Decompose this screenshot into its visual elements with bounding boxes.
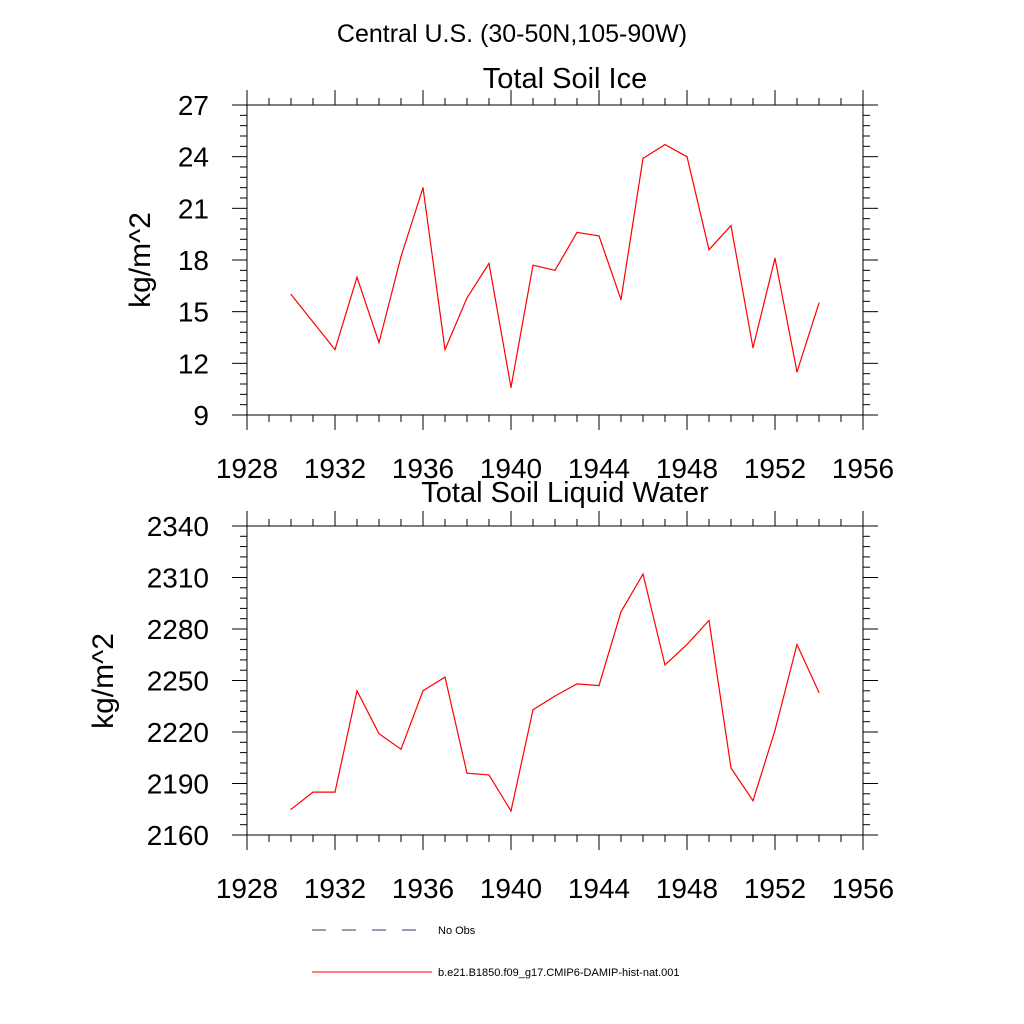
data-point	[466, 772, 468, 774]
legend-item: b.e21.B1850.f09_g17.CMIP6-DAMIP-hist-nat…	[312, 967, 680, 979]
data-point	[598, 235, 600, 237]
x-tick-label: 1952	[744, 453, 806, 484]
data-point	[510, 386, 512, 389]
legend-label: b.e21.B1850.f09_g17.CMIP6-DAMIP-hist-nat…	[438, 967, 680, 979]
plots: Total Soil Ice kg/m^2 9 12 15 18 21 24 27 1928 193…	[87, 63, 894, 904]
data-point	[774, 729, 776, 731]
data-point	[422, 187, 424, 189]
data-point	[290, 293, 292, 296]
data-point	[444, 348, 446, 351]
y-tick-label: 18	[178, 245, 209, 276]
data-point	[312, 321, 314, 323]
data-point	[554, 695, 556, 697]
data-point	[444, 676, 446, 678]
y-tick-label: 2280	[147, 614, 209, 645]
data-point	[334, 348, 336, 351]
x-tick-label: 1944	[568, 873, 630, 904]
data-point	[312, 791, 314, 793]
y-tick-label: 9	[193, 400, 209, 431]
plot-panel: Total Soil Ice kg/m^2 9 12 15 18 21 24 27 1928 193…	[124, 63, 894, 484]
x-tick-label: 1932	[304, 873, 366, 904]
data-point	[796, 643, 798, 646]
x-tick-label: 1928	[216, 873, 278, 904]
legend-label: No Obs	[438, 925, 476, 937]
data-point	[532, 709, 534, 711]
data-point	[488, 262, 490, 265]
y-tick-label: 24	[178, 142, 209, 173]
data-point	[400, 255, 402, 258]
data-point	[664, 144, 666, 146]
data-point	[708, 619, 710, 622]
data-point	[510, 810, 512, 812]
y-axis-label: kg/m^2	[87, 633, 120, 729]
y-tick-label: 27	[178, 90, 209, 121]
y-tick-label: 2220	[147, 717, 209, 748]
data-point	[334, 791, 336, 793]
plot-panel: Total Soil Liquid Water kg/m^2 2160 2190 222…	[87, 477, 894, 904]
data-point	[554, 269, 556, 271]
data-point	[378, 733, 380, 735]
x-tick-label: 1944	[568, 453, 630, 484]
legend: No Obs b.e21.B1850.f09_g17.CMIP6-DAMIP-hi…	[312, 925, 680, 979]
data-point	[752, 347, 754, 349]
data-point	[818, 302, 820, 304]
x-tick-label: 1948	[656, 453, 718, 484]
data-point	[708, 249, 710, 251]
data-point	[686, 643, 688, 646]
x-tick-label: 1940	[480, 453, 542, 484]
data-point	[488, 774, 490, 776]
data-point	[466, 297, 468, 299]
main-title: Central U.S. (30-50N,105-90W)	[337, 20, 687, 48]
data-point	[686, 156, 688, 158]
data-point	[642, 157, 644, 159]
y-tick-label: 21	[178, 193, 209, 224]
y-axis-label: kg/m^2	[124, 212, 157, 308]
x-tick-label: 1948	[656, 873, 718, 904]
data-point	[576, 683, 578, 685]
data-point	[730, 224, 732, 227]
data-point	[422, 690, 424, 692]
y-tick-label: 2310	[147, 563, 209, 594]
data-point	[818, 691, 820, 694]
data-point	[356, 276, 358, 278]
y-tick-label: 2340	[147, 511, 209, 542]
data-point	[400, 748, 402, 750]
y-tick-label: 15	[178, 297, 209, 328]
data-point	[598, 685, 600, 687]
x-tick-label: 1932	[304, 453, 366, 484]
data-point	[796, 371, 798, 373]
x-tick-label: 1956	[832, 453, 894, 484]
plot-title: Total Soil Ice	[483, 63, 647, 95]
data-point	[620, 611, 622, 613]
x-tick-label: 1928	[216, 453, 278, 484]
plot-title: Total Soil Liquid Water	[421, 477, 709, 509]
x-tick-label: 1940	[480, 873, 542, 904]
y-tick-label: 2190	[147, 769, 209, 800]
y-tick-label: 12	[178, 348, 209, 379]
x-tick-label: 1952	[744, 873, 806, 904]
legend-item: No Obs	[312, 925, 476, 937]
data-point	[378, 342, 380, 344]
data-point	[664, 664, 666, 666]
data-point	[576, 231, 578, 234]
x-tick-label: 1956	[832, 873, 894, 904]
x-tick-label: 1936	[392, 453, 454, 484]
data-point	[752, 800, 754, 802]
data-point	[290, 808, 292, 810]
data-point	[642, 573, 644, 575]
y-tick-label: 2160	[147, 820, 209, 851]
data-point	[620, 299, 622, 301]
data-point	[356, 690, 358, 692]
y-tick-label: 2250	[147, 666, 209, 697]
data-point	[532, 264, 534, 266]
data-point	[774, 257, 776, 259]
x-tick-label: 1936	[392, 873, 454, 904]
data-point	[730, 767, 732, 769]
